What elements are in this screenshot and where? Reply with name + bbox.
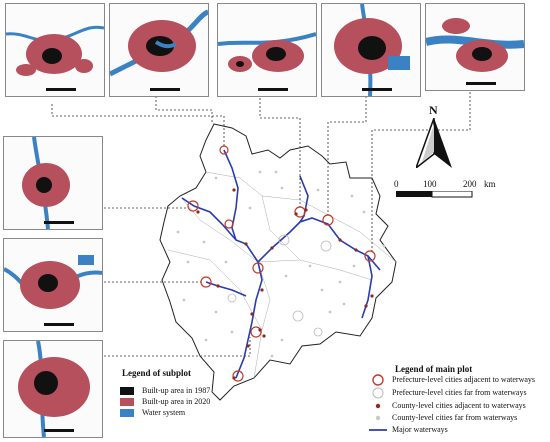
swatch-built-1987 — [120, 387, 134, 395]
symbol-prefecture-far — [372, 387, 384, 399]
symbol-county-far — [375, 415, 381, 421]
north-arrow-icon — [416, 118, 452, 168]
subplot-8 — [3, 340, 103, 438]
county-boundaries — [167, 171, 397, 379]
scale-tick-200: 200 — [463, 179, 477, 189]
subplot-5 — [425, 3, 525, 91]
symbol-county-adjacent — [375, 403, 381, 409]
scale-unit: km — [484, 179, 496, 189]
legend-county-adjacent: County-level cities adjacent to waterway… — [392, 401, 526, 410]
major-waterways — [181, 149, 381, 379]
subplot-1 — [5, 3, 105, 97]
province-boundary — [159, 123, 397, 401]
symbol-prefecture-adjacent — [372, 374, 384, 386]
subplot-legend-title: Legend of subplot — [122, 368, 192, 378]
swatch-built-2020 — [120, 398, 134, 406]
leader-lines — [51, 92, 471, 357]
legend-built-1987: Built-up area in 1987 — [142, 386, 211, 395]
waterway-north-branch — [223, 149, 239, 241]
prefecture-cities-adjacent — [187, 145, 376, 382]
scale-tick-0: 0 — [394, 179, 399, 189]
legend-prefecture-adjacent: Prefecture-level cities adjacent to wate… — [392, 375, 536, 384]
scale-bar — [396, 191, 473, 198]
symbol-major-waterways — [369, 429, 387, 431]
county-cities-adjacent — [196, 188, 374, 380]
scale-tick-100: 100 — [423, 179, 437, 189]
waterway-west-branch — [205, 281, 247, 297]
main-legend-title: Legend of main plot — [395, 364, 473, 374]
subplot-2 — [109, 3, 209, 97]
swatch-water-system — [120, 409, 134, 417]
legend-prefecture-far: Prefecture-level cities far from waterwa… — [392, 388, 527, 397]
prefecture-cities-far — [227, 234, 332, 337]
subplot-7 — [3, 238, 103, 332]
waterway-south-branch — [235, 261, 263, 379]
legend-water-system: Water system — [142, 408, 186, 417]
legend-major-waterways: Major waterways — [392, 425, 448, 434]
waterway-east-branch — [299, 175, 309, 223]
waterway-southeast-branch — [361, 255, 373, 319]
legend-county-far: County-level cities far from waterways — [392, 413, 518, 422]
subplot-4 — [321, 3, 421, 97]
legend-built-2020: Built-up area in 2020 — [142, 397, 211, 406]
subplot-6 — [3, 136, 103, 230]
waterway-han-river — [181, 197, 381, 271]
county-cities-far — [176, 170, 386, 358]
subplot-3 — [217, 3, 317, 97]
north-label: N — [429, 103, 438, 117]
